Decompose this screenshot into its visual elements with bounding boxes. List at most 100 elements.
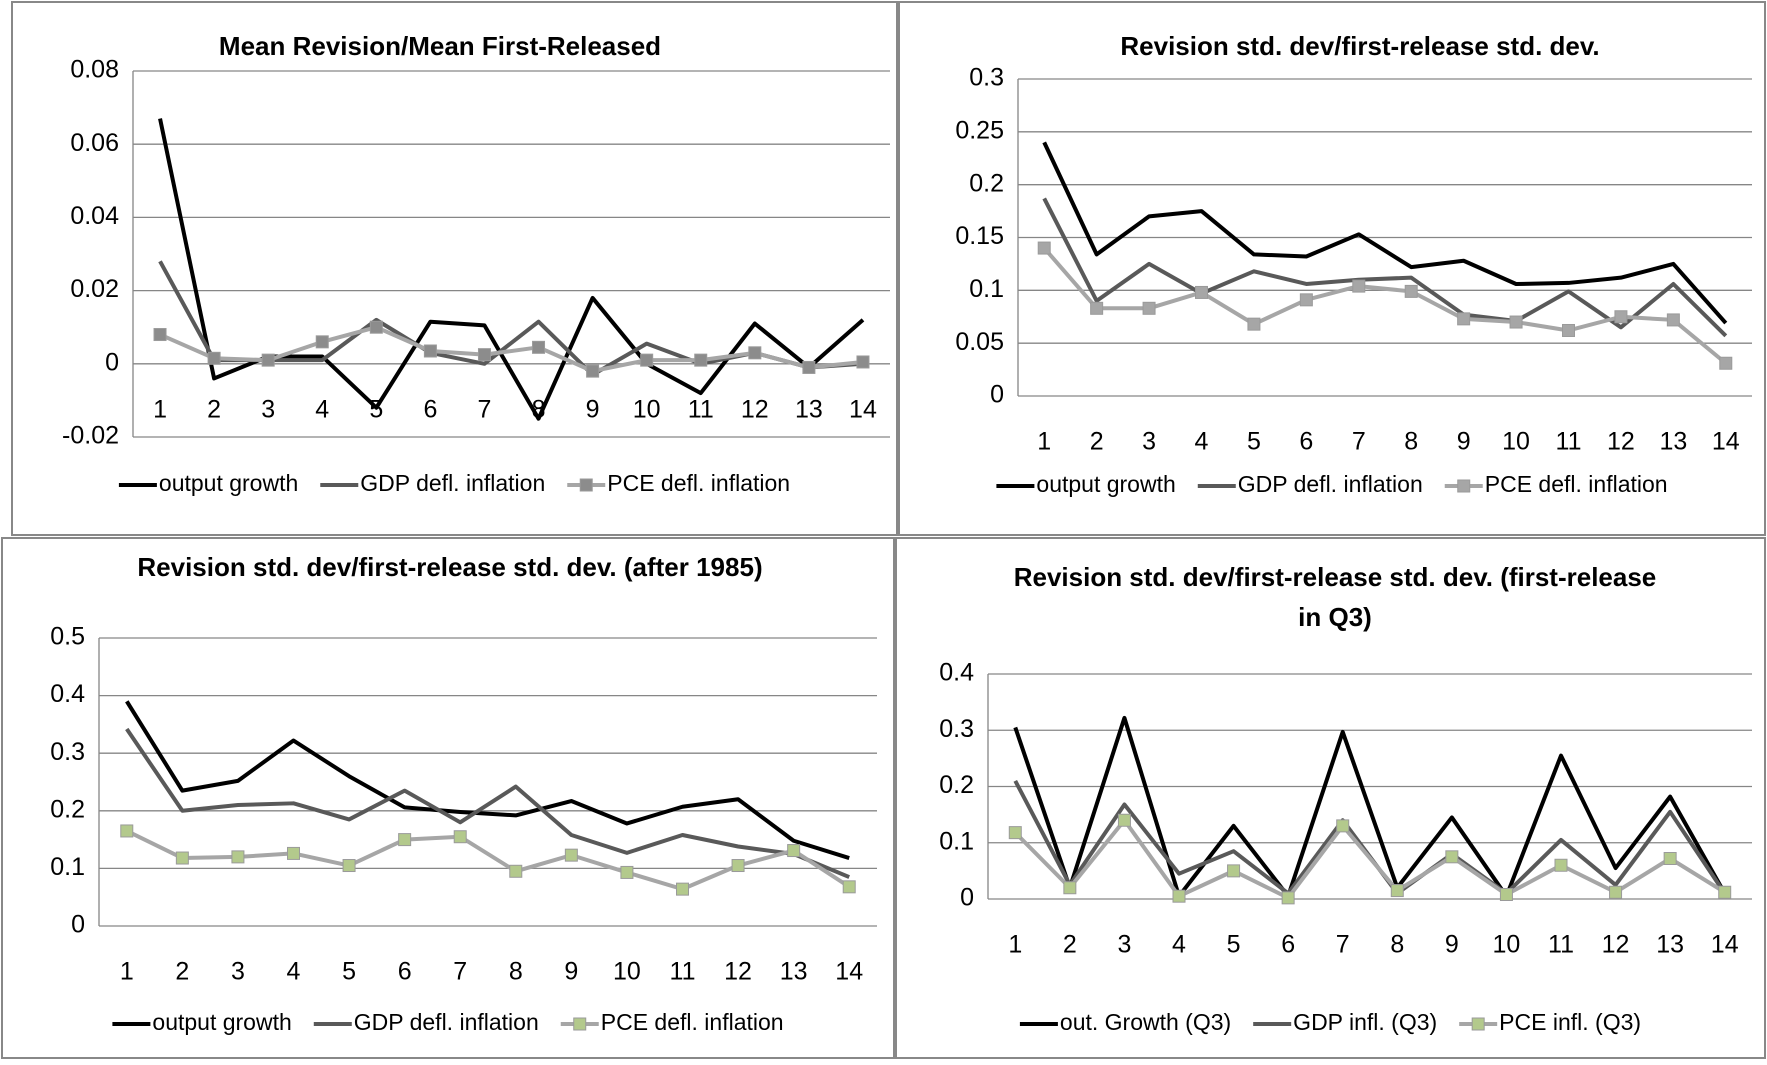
- panel-frame: [11, 1, 898, 536]
- legend-label: PCE defl. inflation: [601, 1009, 784, 1035]
- series-marker: [261, 353, 275, 367]
- x-tick-label: 9: [1445, 931, 1459, 959]
- x-tick-label: 4: [1195, 428, 1209, 456]
- legend-label: GDP defl. inflation: [360, 470, 545, 496]
- x-tick-label: 14: [1711, 931, 1739, 959]
- series-marker: [1299, 293, 1313, 307]
- x-tick-label: 3: [1142, 428, 1156, 456]
- series-marker: [231, 850, 245, 864]
- legend-label: out. Growth (Q3): [1060, 1009, 1231, 1035]
- series-marker: [532, 340, 546, 354]
- y-tick-label: 0.2: [50, 795, 85, 823]
- y-tick-label: 0.02: [70, 275, 119, 303]
- series-line: [1042, 141, 1728, 325]
- legend-label: PCE defl. inflation: [1485, 471, 1668, 497]
- panel-frame: [1, 537, 895, 1059]
- series-marker: [731, 859, 745, 873]
- y-tick-label: 0.4: [939, 659, 974, 687]
- x-tick-label: 7: [1352, 428, 1366, 456]
- y-tick-label: 0.2: [939, 771, 974, 799]
- series-marker: [1037, 241, 1051, 255]
- x-tick-label: 11: [1556, 428, 1582, 456]
- y-tick-label: 0.04: [70, 202, 119, 230]
- y-tick-label: 0.06: [70, 129, 119, 157]
- x-tick-label: 4: [315, 395, 329, 423]
- x-tick-label: 8: [1390, 931, 1404, 959]
- series-marker: [1172, 889, 1186, 903]
- series-marker: [1499, 888, 1513, 901]
- x-tick-label: 13: [795, 395, 823, 423]
- series-marker: [287, 846, 300, 860]
- x-tick-label: 4: [287, 958, 301, 986]
- series-marker: [1719, 356, 1733, 370]
- x-tick-label: 1: [153, 395, 167, 423]
- x-tick-label: 5: [1247, 428, 1261, 456]
- series-marker: [564, 848, 578, 862]
- series-marker: [207, 351, 221, 365]
- series-line: [1042, 246, 1728, 365]
- legend: output growth GDP defl. inflation PCE defl…: [118, 470, 790, 496]
- legend-label: output growth: [152, 1009, 291, 1035]
- x-tick-label: 3: [1117, 931, 1131, 959]
- x-tick-label: 10: [633, 395, 661, 423]
- series-line: [125, 829, 851, 892]
- y-tick-label: -0.02: [62, 422, 119, 450]
- y-tick-label: 0.1: [50, 853, 85, 881]
- title-box: Revision std. dev/first-release std. dev…: [137, 552, 762, 582]
- y-tick-label: 0: [990, 381, 1004, 409]
- y-tick-label: 0.3: [50, 738, 85, 766]
- x-tick-label: 11: [670, 958, 696, 986]
- series-marker: [1562, 323, 1575, 337]
- x-tick-label: 2: [175, 958, 189, 986]
- panel-frame: [895, 537, 1766, 1059]
- x-tick-label: 3: [261, 395, 275, 423]
- legend-marker: [1471, 1017, 1485, 1031]
- x-tick-label: 10: [613, 958, 641, 986]
- series-marker: [1336, 819, 1350, 833]
- series-marker: [748, 346, 762, 360]
- series-marker: [509, 864, 523, 878]
- series-line: [1013, 779, 1727, 896]
- y-tick-label: 0.3: [969, 64, 1004, 92]
- series-line: [158, 118, 865, 421]
- series-marker: [1663, 852, 1677, 865]
- x-tick-label: 13: [1656, 931, 1684, 959]
- series-marker: [1614, 310, 1628, 324]
- series-marker: [1352, 279, 1366, 293]
- series-line: [159, 325, 864, 374]
- title-box: Revision std. dev/first-release std. dev…: [1120, 31, 1599, 61]
- y-tick-label: 0: [71, 911, 85, 939]
- y-tick-label: 0.1: [969, 275, 1004, 303]
- series-marker: [640, 353, 654, 367]
- x-tick-label: 10: [1493, 931, 1521, 959]
- legend: output growth GDP defl. inflation PCE defl…: [996, 471, 1668, 497]
- y-tick-label: 0.5: [50, 623, 85, 651]
- legend-label: GDP infl. (Q3): [1293, 1009, 1437, 1035]
- title-box: Revision std. dev/first-release std. dev…: [1014, 562, 1657, 632]
- series-marker: [175, 851, 189, 865]
- y-tick-label: 0.4: [50, 680, 85, 708]
- x-tick-label: 9: [564, 958, 578, 986]
- series-marker: [586, 364, 600, 378]
- x-tick-label: 14: [835, 958, 863, 986]
- legend-marker: [1457, 479, 1471, 493]
- legend-label: output growth: [1036, 471, 1175, 497]
- x-tick-label: 12: [1607, 428, 1635, 456]
- x-tick-label: 5: [342, 958, 356, 986]
- series-marker: [1281, 891, 1295, 905]
- series-marker: [856, 355, 870, 369]
- series-marker: [453, 830, 467, 844]
- series-marker: [342, 859, 356, 873]
- x-tick-label: 1: [1037, 428, 1051, 456]
- y-tick-label: 0: [960, 884, 974, 912]
- x-tick-label: 8: [1404, 428, 1418, 456]
- series-marker: [802, 360, 816, 374]
- series-marker: [120, 824, 134, 838]
- x-tick-label: 7: [1336, 931, 1350, 959]
- series-marker: [1554, 858, 1568, 872]
- x-tick-label: 3: [231, 958, 245, 986]
- legend-label: PCE defl. inflation: [607, 470, 790, 496]
- series-marker: [842, 880, 856, 894]
- x-tick-label: 4: [1172, 931, 1186, 959]
- x-tick-label: 6: [398, 958, 412, 986]
